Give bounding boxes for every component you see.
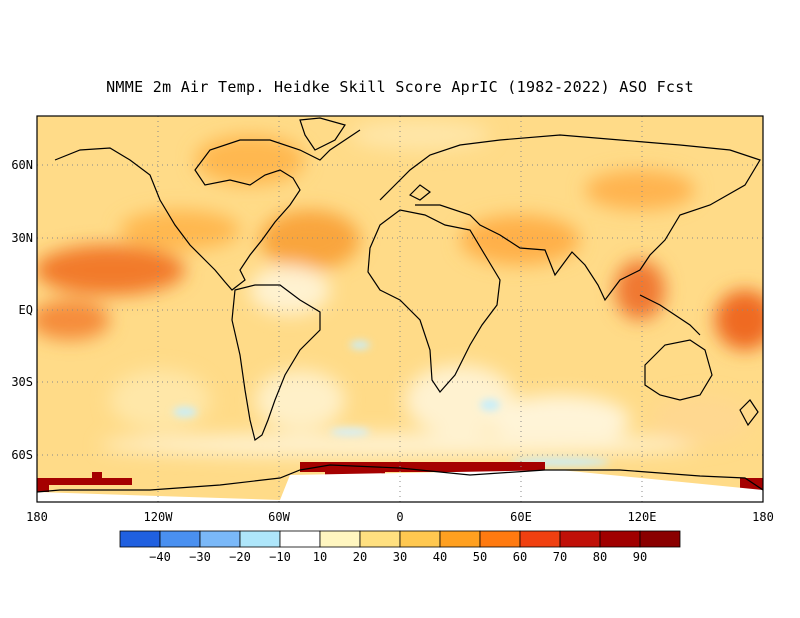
colorbar-label: 10	[313, 550, 327, 564]
colorbar-label: 20	[353, 550, 367, 564]
colorbar: −40 −30 −20 −10 10 20 30 40 50 60 70 80 90	[119, 530, 681, 564]
lon-label-120w: 120W	[144, 510, 174, 524]
colorbar-label: 80	[593, 550, 607, 564]
lon-label-60w: 60W	[268, 510, 290, 524]
colorbar-label: 30	[393, 550, 407, 564]
colorbar-swatch	[239, 530, 281, 548]
lon-label-0: 0	[396, 510, 403, 524]
colorbar-swatch	[479, 530, 521, 548]
colorbar-swatch	[359, 530, 401, 548]
colorbar-label: 40	[433, 550, 447, 564]
lon-label-60e: 60E	[510, 510, 532, 524]
colorbar-swatch	[159, 530, 201, 548]
colorbar-label: −20	[229, 550, 251, 564]
colorbar-label: 90	[633, 550, 647, 564]
colorbar-label: 70	[553, 550, 567, 564]
colorbar-swatch	[559, 530, 601, 548]
colorbar-label: 60	[513, 550, 527, 564]
colorbar-swatch	[319, 530, 361, 548]
graticule	[37, 116, 763, 502]
colorbar-swatch	[519, 530, 561, 548]
lat-label-eq: EQ	[19, 303, 33, 317]
lat-label-60s: 60S	[11, 448, 33, 462]
colorbar-swatch	[119, 530, 161, 548]
lat-label-30n: 30N	[11, 231, 33, 245]
colorbar-swatch	[199, 530, 241, 548]
lat-label-60n: 60N	[11, 158, 33, 172]
map-title: NMME 2m Air Temp. Heidke Skill Score Apr…	[106, 78, 694, 96]
lat-label-30s: 30S	[11, 375, 33, 389]
skill-shading	[37, 116, 763, 502]
plot-frame	[36, 115, 764, 503]
coastlines	[36, 117, 764, 493]
longitude-labels: 180 120W 60W 0 60E 120E 180	[26, 510, 774, 524]
colorbar-swatch	[599, 530, 641, 548]
colorbar-label: −10	[269, 550, 291, 564]
colorbar-swatch	[439, 530, 481, 548]
lon-label-180w: 180	[26, 510, 48, 524]
latitude-labels: 60N 30N EQ 30S 60S	[11, 158, 33, 462]
lon-label-120e: 120E	[628, 510, 657, 524]
colorbar-swatch	[279, 530, 321, 548]
colorbar-label: −40	[149, 550, 171, 564]
colorbar-swatch	[399, 530, 441, 548]
lon-label-180e: 180	[752, 510, 774, 524]
colorbar-label: 50	[473, 550, 487, 564]
colorbar-swatch	[639, 530, 681, 548]
colorbar-label: −30	[189, 550, 211, 564]
